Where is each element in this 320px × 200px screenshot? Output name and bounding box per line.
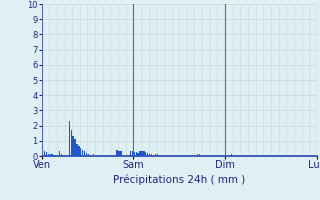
Bar [120,151,122,156]
Bar [155,154,156,156]
Bar [130,151,131,156]
Bar [82,150,83,156]
Bar [61,154,62,156]
Bar [134,152,135,156]
Bar [118,151,120,156]
Bar [78,146,80,156]
Bar [46,152,47,156]
Bar [92,154,94,156]
Bar [151,154,152,156]
Bar [156,154,158,156]
Bar [50,154,51,156]
Bar [70,130,72,156]
Bar [86,153,87,156]
Bar [138,153,139,156]
Bar [149,154,150,156]
Bar [136,152,137,156]
Bar [141,151,143,156]
Bar [48,154,49,156]
Bar [69,121,70,156]
Bar [80,148,82,156]
Bar [143,151,145,156]
Bar [88,154,89,156]
Bar [59,151,60,156]
Bar [72,136,74,156]
Bar [147,153,148,156]
X-axis label: Précipitations 24h ( mm ): Précipitations 24h ( mm ) [113,174,245,185]
Bar [44,151,45,156]
Bar [231,154,232,156]
Bar [74,139,76,156]
Bar [132,151,133,156]
Bar [145,152,147,156]
Bar [197,154,198,156]
Bar [52,154,53,156]
Bar [199,154,200,156]
Bar [116,150,118,156]
Bar [84,151,85,156]
Bar [139,151,141,156]
Bar [76,144,78,156]
